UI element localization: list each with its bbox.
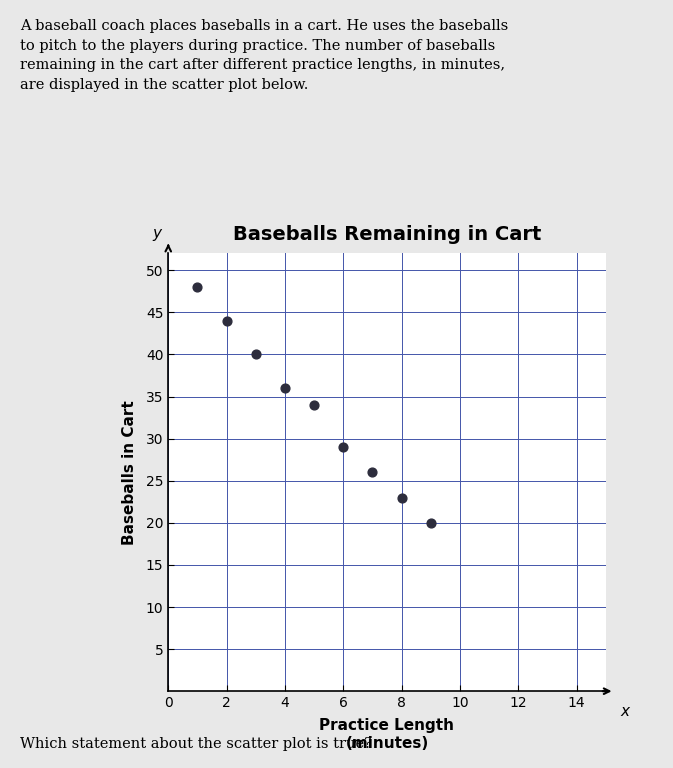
Point xyxy=(425,517,436,529)
Point xyxy=(367,466,378,478)
Point xyxy=(192,281,203,293)
Point xyxy=(309,399,320,411)
Text: x: x xyxy=(621,703,629,719)
Point xyxy=(338,441,349,453)
Point xyxy=(221,315,232,327)
Text: A baseball coach places baseballs in a cart. He uses the baseballs
to pitch to t: A baseball coach places baseballs in a c… xyxy=(20,19,508,91)
Text: Which statement about the scatter plot is true?: Which statement about the scatter plot i… xyxy=(20,737,372,751)
Point xyxy=(250,349,261,361)
Point xyxy=(396,492,407,504)
Text: y: y xyxy=(152,226,161,241)
Point xyxy=(279,382,290,394)
X-axis label: Practice Length
(minutes): Practice Length (minutes) xyxy=(320,718,454,751)
Y-axis label: Baseballs in Cart: Baseballs in Cart xyxy=(122,400,137,545)
Title: Baseballs Remaining in Cart: Baseballs Remaining in Cart xyxy=(233,224,541,243)
